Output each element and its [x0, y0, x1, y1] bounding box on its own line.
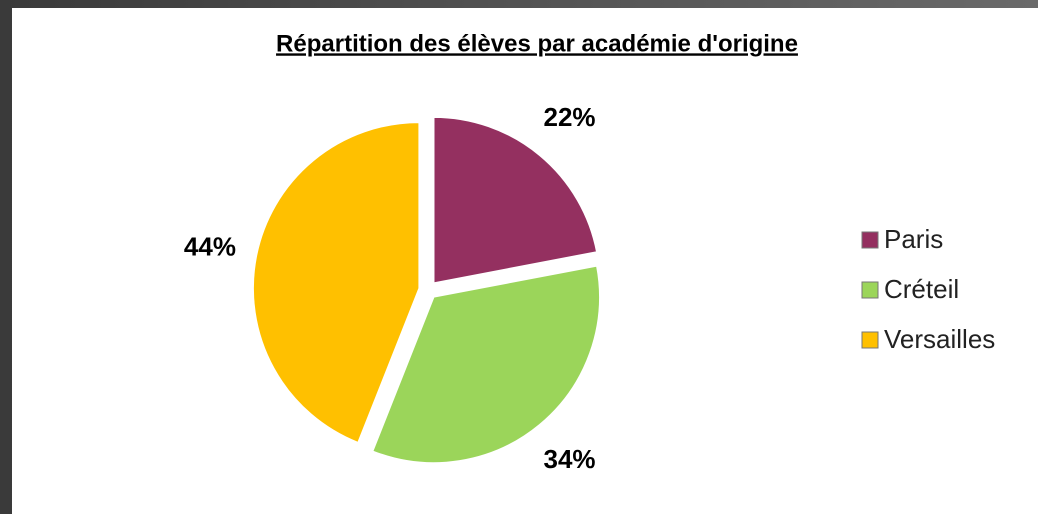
legend-swatch — [861, 231, 879, 249]
legend-label: Créteil — [884, 274, 959, 304]
legend-swatch — [861, 281, 879, 299]
pie-slice — [252, 121, 420, 444]
legend-label: Versailles — [884, 324, 995, 354]
data-label: 34% — [543, 444, 595, 474]
pie-slice — [371, 264, 601, 464]
chart-title: Répartition des élèves par académie d'or… — [276, 30, 798, 57]
legend-label: Paris — [884, 224, 943, 254]
data-label: 22% — [543, 102, 595, 132]
pie-slice — [432, 116, 598, 284]
legend-swatch — [861, 331, 879, 349]
data-label: 44% — [184, 231, 236, 261]
